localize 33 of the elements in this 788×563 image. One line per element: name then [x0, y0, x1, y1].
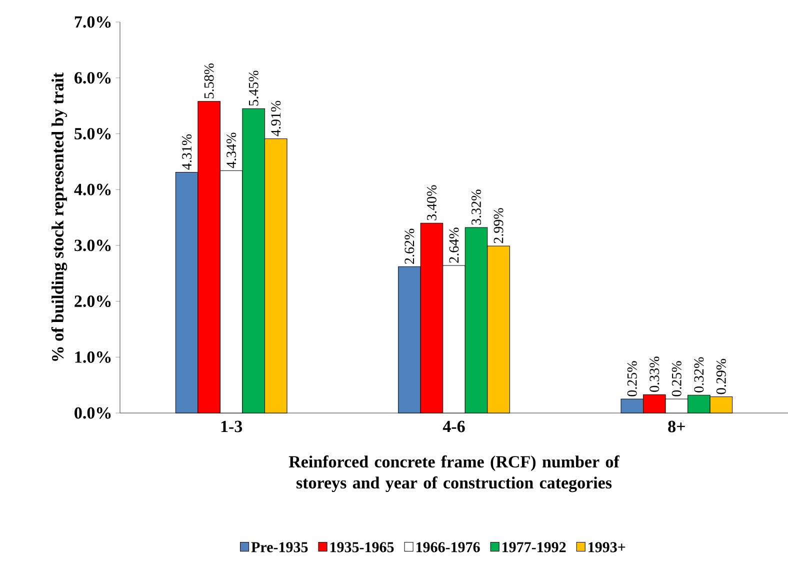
legend-label: 1966-1976	[416, 542, 480, 552]
y-tick-label: 4.0%	[74, 184, 111, 196]
data-label: 2.99%	[494, 208, 504, 244]
data-label: 2.62%	[404, 228, 414, 264]
y-tick-label: 0.0%	[74, 407, 111, 419]
data-label: 0.33%	[650, 356, 660, 392]
data-label: 4.31%	[182, 134, 192, 170]
data-label: 5.45%	[248, 70, 258, 106]
y-axis-title: % of building stock represented by trait	[51, 72, 68, 361]
legend-label: 1993+	[588, 542, 626, 552]
data-label: 2.64%	[449, 228, 459, 263]
y-tick-label: 2.0%	[74, 296, 111, 308]
y-tick-label: 5.0%	[74, 128, 111, 140]
data-label: 3.32%	[472, 190, 482, 225]
legend-label: 1977-1992	[502, 542, 566, 552]
y-tick-label: 1.0%	[75, 351, 111, 363]
data-label: 0.32%	[694, 357, 704, 392]
data-label: 3.40%	[426, 185, 436, 220]
y-tick-label: 6.0%	[74, 72, 111, 84]
legend-label: Pre-1935	[251, 542, 308, 552]
data-label: 0.29%	[716, 358, 726, 394]
x-tick-label: 1-3	[221, 420, 242, 432]
data-label: 4.91%	[271, 100, 281, 136]
x-tick-label: 4-6	[442, 420, 465, 432]
data-label: 0.25%	[672, 361, 682, 396]
y-tick-label: 7.0%	[74, 16, 111, 28]
y-tick-label: 3.0%	[74, 240, 111, 252]
legend-label: 1935-1965	[330, 542, 394, 552]
x-tick-label: 8+	[668, 420, 685, 432]
data-label: 0.25%	[627, 361, 637, 396]
data-label: 5.58%	[204, 63, 214, 98]
x-axis-title: Reinforced concrete frame (RCF) number of storeys and year of construction categories	[288, 455, 620, 492]
data-label: 4.34%	[226, 132, 236, 168]
